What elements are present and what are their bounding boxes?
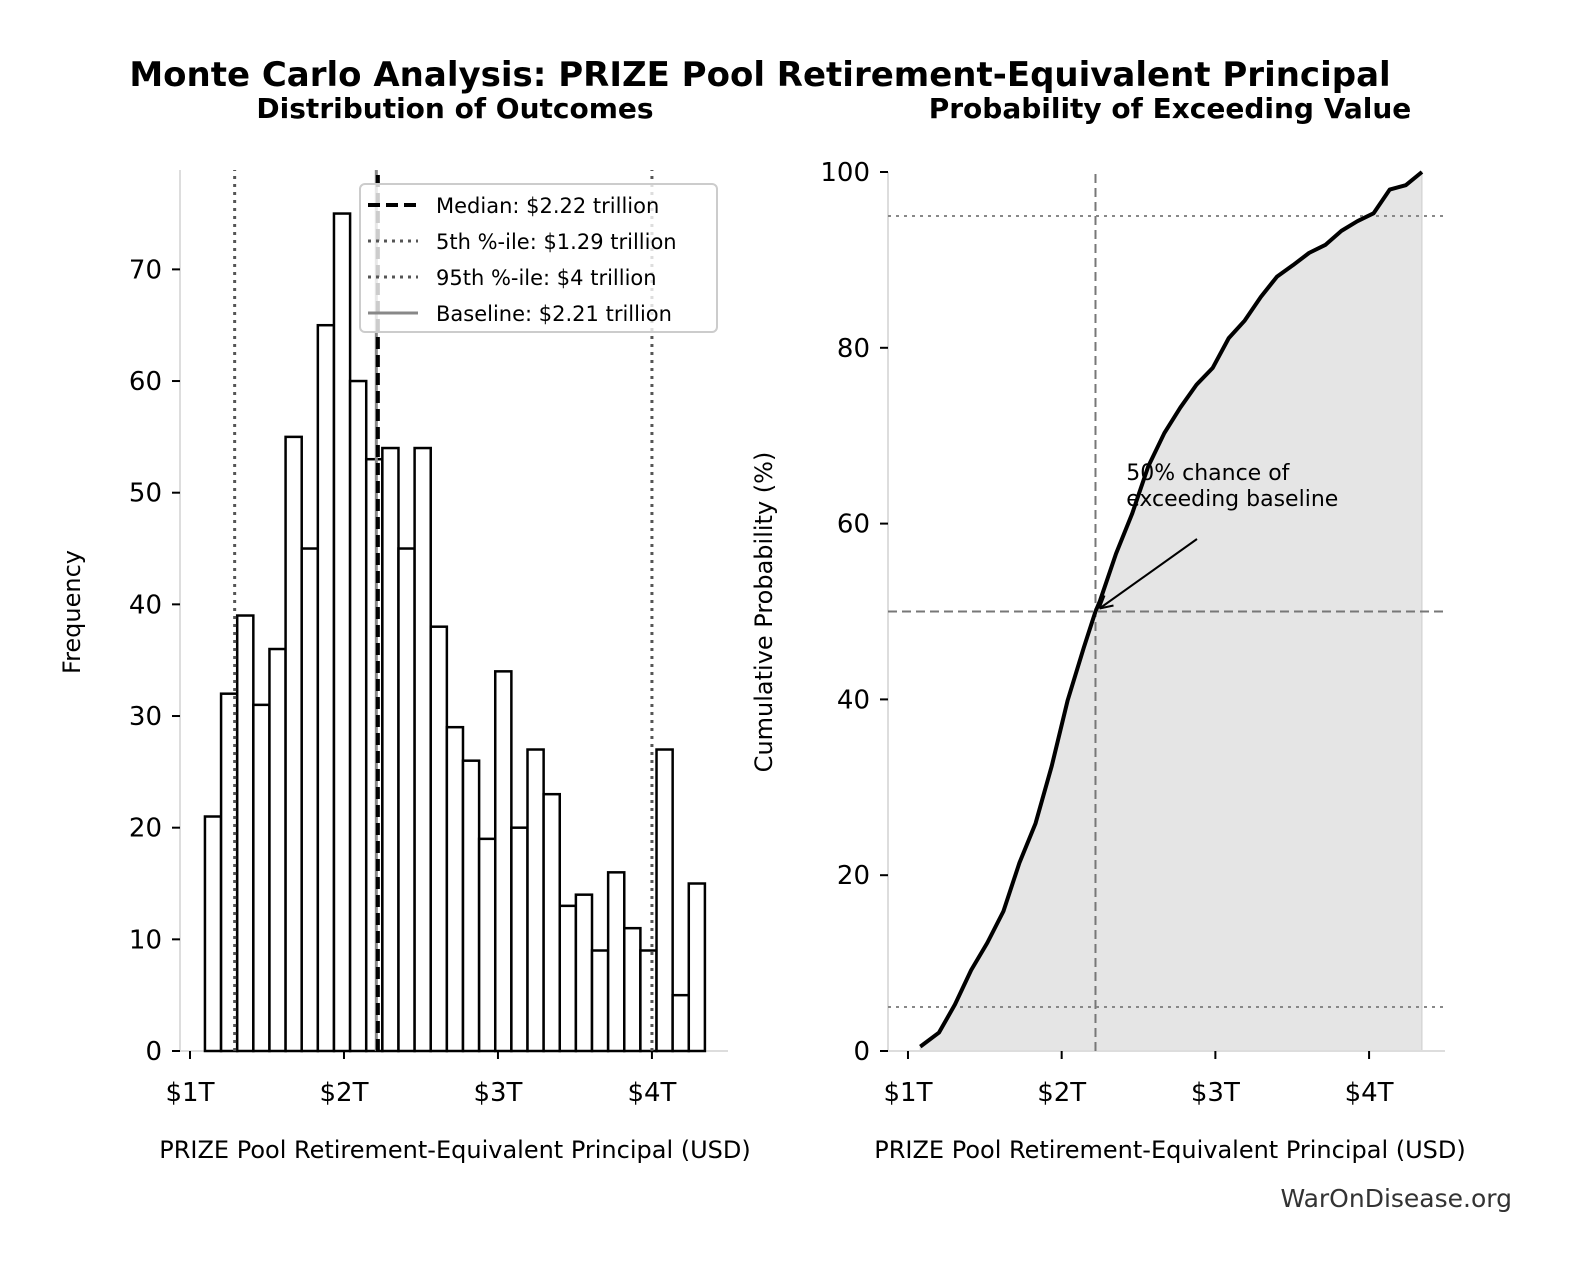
legend-label: Baseline: $2.21 trillion — [436, 302, 672, 326]
right-subtitle: Probability of Exceeding Value — [929, 92, 1412, 125]
legend-label: 5th %-ile: $1.29 trillion — [436, 230, 677, 254]
histogram-bar — [284, 435, 303, 1053]
histogram-bar — [332, 212, 352, 1053]
cdf-y-tick-label: 60 — [837, 510, 870, 540]
hist-y-tick-label: 70 — [129, 255, 162, 285]
hist-y-tick-label: 50 — [129, 479, 162, 509]
histogram-bar — [413, 446, 432, 1053]
histogram-bar — [542, 792, 562, 1053]
histogram-bar — [574, 893, 594, 1053]
legend: Median: $2.22 trillion 5th %-ile: $1.29 t… — [359, 183, 718, 333]
histogram-bar — [268, 647, 287, 1053]
right-ylabel: Cumulative Probability (%) — [750, 452, 778, 773]
histogram-bar — [461, 759, 481, 1053]
histogram-bar — [493, 670, 513, 1053]
hist-y-tick-label: 60 — [129, 367, 162, 397]
cdf-y-tick-label: 0 — [853, 1037, 870, 1067]
hist-x-tick-label: $4T — [627, 1078, 676, 1108]
hist-x-tick-label: $2T — [319, 1078, 368, 1108]
left-subtitle: Distribution of Outcomes — [256, 92, 653, 125]
legend-box — [359, 183, 718, 333]
cdf-y-tick-label: 100 — [820, 158, 870, 188]
annotation-text: exceeding baseline — [1126, 487, 1338, 512]
histogram-bar — [397, 547, 416, 1053]
histogram-bar — [639, 949, 658, 1053]
cdf-y-tick-label: 40 — [837, 685, 870, 715]
hist-y-tick-label: 20 — [129, 814, 162, 844]
histogram-bar — [623, 926, 642, 1053]
annotation-arrowhead — [1098, 595, 1114, 610]
cdf-y-tick-label: 80 — [837, 334, 870, 364]
histogram-bar — [526, 748, 545, 1053]
figure-title: Monte Carlo Analysis: PRIZE Pool Retirem… — [129, 55, 1390, 95]
histogram-bar — [316, 323, 336, 1053]
histogram-bar — [606, 871, 626, 1053]
legend-label: Median: $2.22 trillion — [436, 194, 659, 218]
left-ylabel: Frequency — [58, 550, 86, 674]
histogram-bar — [300, 547, 320, 1053]
histogram-bar — [477, 837, 497, 1053]
legend-label: 95th %-ile: $4 trillion — [436, 266, 657, 290]
annotation-arrow — [1098, 538, 1198, 610]
cdf-x-tick-label: $1T — [883, 1078, 932, 1108]
cdf-y-tick-label: 20 — [837, 861, 870, 891]
histogram-bar — [348, 379, 368, 1053]
hist-y-tick-label: 30 — [129, 702, 162, 732]
histogram-bar — [558, 904, 578, 1053]
cdf-line — [919, 170, 1424, 1049]
cdf-x-tick-label: $2T — [1037, 1078, 1086, 1108]
histogram-bar — [510, 826, 529, 1053]
hist-y-tick-label: 0 — [145, 1037, 162, 1067]
histogram-bar — [235, 614, 255, 1053]
histogram-bar — [687, 882, 707, 1053]
histogram-bar — [655, 748, 674, 1053]
histogram-bar — [429, 625, 449, 1053]
right-xlabel: PRIZE Pool Retirement-Equivalent Princip… — [874, 1136, 1466, 1164]
histogram-bar — [590, 949, 610, 1053]
hist-x-tick-label: $3T — [473, 1078, 522, 1108]
hist-y-tick-label: 40 — [129, 590, 162, 620]
histogram-bar — [203, 815, 223, 1053]
cdf-x-tick-label: $4T — [1345, 1078, 1394, 1108]
watermark: WarOnDisease.org — [1280, 1184, 1512, 1213]
histogram-bar — [364, 457, 384, 1053]
histogram-bar — [381, 446, 400, 1053]
hist-y-tick-label: 10 — [129, 925, 162, 955]
left-xlabel: PRIZE Pool Retirement-Equivalent Princip… — [159, 1136, 751, 1164]
histogram-bar — [252, 703, 271, 1053]
cdf-x-tick-label: $3T — [1191, 1078, 1240, 1108]
histogram-bar — [445, 725, 465, 1053]
histogram-bar — [671, 993, 691, 1053]
annotation-text: 50% chance of — [1126, 461, 1290, 486]
hist-x-tick-label: $1T — [166, 1078, 215, 1108]
